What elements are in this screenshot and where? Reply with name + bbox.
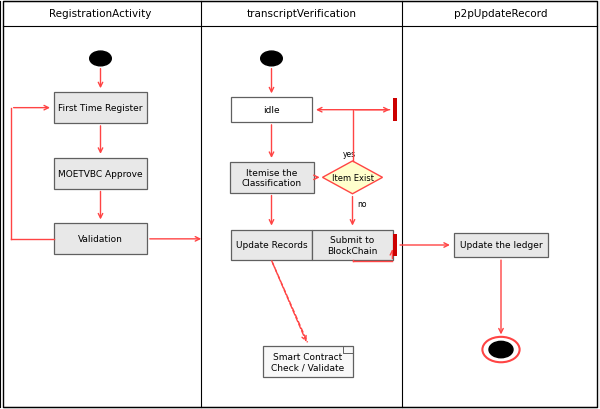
- Text: Update the ledger: Update the ledger: [460, 241, 542, 250]
- Text: First Time Register: First Time Register: [58, 104, 143, 113]
- Text: no: no: [358, 199, 367, 208]
- Text: Update Records: Update Records: [236, 241, 307, 250]
- Text: Smart Contract
Check / Validate: Smart Contract Check / Validate: [271, 352, 344, 372]
- Text: Itemise the
Classification: Itemise the Classification: [241, 168, 302, 188]
- Text: RegistrationActivity: RegistrationActivity: [49, 9, 152, 19]
- FancyBboxPatch shape: [54, 93, 147, 124]
- FancyBboxPatch shape: [231, 230, 312, 261]
- Text: Submit to
BlockChain: Submit to BlockChain: [328, 236, 377, 255]
- Circle shape: [482, 337, 520, 362]
- Polygon shape: [323, 162, 383, 194]
- FancyBboxPatch shape: [230, 162, 314, 193]
- FancyBboxPatch shape: [54, 159, 147, 189]
- Text: idle: idle: [263, 106, 280, 115]
- Text: p2pUpdateRecord: p2pUpdateRecord: [454, 9, 548, 19]
- FancyBboxPatch shape: [263, 346, 353, 377]
- Circle shape: [90, 52, 112, 67]
- FancyBboxPatch shape: [312, 230, 393, 261]
- Text: Item Exist: Item Exist: [331, 173, 373, 182]
- Circle shape: [489, 342, 513, 358]
- Circle shape: [261, 52, 283, 67]
- Text: yes: yes: [343, 149, 356, 158]
- FancyBboxPatch shape: [393, 234, 397, 257]
- FancyBboxPatch shape: [231, 98, 312, 123]
- Text: transcriptVerification: transcriptVerification: [247, 9, 356, 19]
- Text: MOETVBC Approve: MOETVBC Approve: [58, 169, 143, 178]
- FancyBboxPatch shape: [54, 224, 147, 254]
- FancyBboxPatch shape: [455, 233, 548, 258]
- FancyBboxPatch shape: [393, 99, 397, 121]
- Text: Validation: Validation: [78, 235, 123, 244]
